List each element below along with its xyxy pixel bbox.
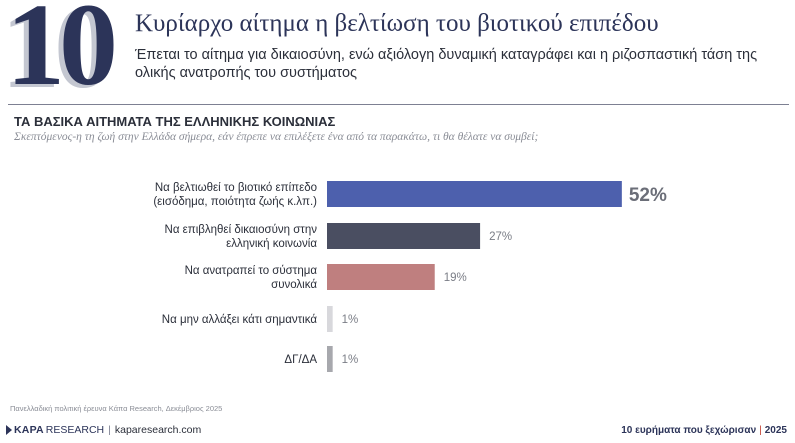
chart-title: ΤΑ ΒΑΣΙΚΑ ΑΙΤΗΜΑΤΑ ΤΗΣ ΕΛΛΗΝΙΚΗΣ ΚΟΙΝΩΝΙ… [14,114,336,129]
value-label-2: 27% [489,231,512,243]
brand-research: RESEARCH [45,424,105,436]
value-label-3: 19% [444,272,467,284]
series-footer: 10 ευρήματα που ξεχώρισαν | 2025 [621,425,787,436]
website-link[interactable]: kaparesearch.com [114,424,202,436]
category-label-4: Να μην αλλάξει κάτι σημαντικά [162,314,318,326]
bar-5 [327,346,333,372]
bar-3 [327,264,435,290]
bar-4 [327,306,333,332]
brand-separator: | [108,424,111,436]
category-label-2: Να επιβληθεί δικαιοσύνη στην ελληνική κοι… [165,224,318,250]
bars-layer [327,181,622,372]
value-labels-layer: 52% 27% 19% 1% 1% [342,185,667,366]
brand-kapa: KAPA [14,424,44,436]
category-labels-layer: Να βελτιωθεί το βιοτικό επίπεδο (εισόδημα… [153,182,317,366]
series-separator: | [759,425,762,436]
value-label-4: 1% [342,314,359,326]
category-label-3: Να ανατραπεί το σύστημα συνολικά [185,265,318,291]
brand-footer: KAPA RESEARCH | kaparesearch.com [6,424,201,436]
value-label-5: 1% [342,354,359,366]
source-note: Πανελλαδική πολιτική έρευνα Κάπα Researc… [10,404,223,413]
page-title: Κυρίαρχο αίτημα η βελτίωση του βιοτικού … [135,10,659,37]
chart-question: Σκεπτόμενος-η τη ζωή στην Ελλάδα σήμερα,… [14,131,539,143]
header-divider [8,104,789,105]
big-number-front: 10 [6,0,118,110]
big-number-shadow: 10 [1,0,113,113]
series-label: 10 ευρήματα που ξεχώρισαν [621,425,757,436]
page-subtitle: Έπεται το αίτημα για δικαιοσύνη, ενώ αξι… [135,47,758,81]
value-label-1: 52% [629,185,667,206]
big-number-ten: 10 10 [1,0,118,107]
bar-2 [327,223,481,249]
category-label-5: ΔΓ/ΔΑ [284,354,317,366]
kapa-logo-icon [6,425,12,435]
series-year: 2025 [764,425,787,436]
category-label-1: Να βελτιωθεί το βιοτικό επίπεδο (εισόδημα… [153,182,317,208]
bar-1 [327,181,622,207]
